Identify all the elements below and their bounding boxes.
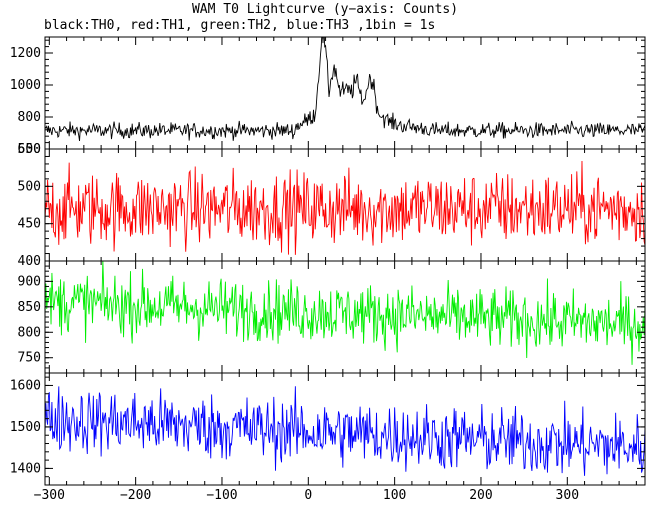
series-th2: [45, 261, 645, 365]
chart-title: WAM T0 Lightcurve (y−axis: Counts): [191, 2, 459, 17]
y-tick-label: 800: [18, 110, 41, 125]
chart-subtitle: black:TH0, red:TH1, green:TH2, blue:TH3 …: [44, 18, 436, 33]
y-tick-label: 450: [18, 217, 41, 232]
y-tick-label: 550: [18, 142, 41, 157]
y-tick-label: 500: [18, 179, 41, 194]
y-tick-label: 900: [18, 274, 41, 289]
series-th0: [45, 37, 645, 142]
y-tick-label: 400: [18, 254, 41, 269]
x-tick-label: −300: [34, 488, 65, 503]
y-tick-label: 850: [18, 300, 41, 315]
panel-frame-th2: [44, 260, 646, 374]
x-tick-label: −100: [206, 488, 237, 503]
panel-frame-th3: [44, 372, 646, 486]
x-tick-label: 300: [556, 488, 579, 503]
y-tick-label: 800: [18, 325, 41, 340]
x-tick-label: −200: [120, 488, 151, 503]
x-tick-label: 200: [469, 488, 492, 503]
x-tick-label: 0: [304, 488, 312, 503]
y-tick-label: 1000: [10, 78, 41, 93]
y-tick-label: 600: [18, 142, 41, 157]
y-tick-label: 750: [18, 351, 41, 366]
y-tick-label: 1600: [10, 378, 41, 393]
series-th3: [45, 386, 645, 476]
y-tick-label: 1500: [10, 420, 41, 435]
series-th1: [45, 160, 645, 255]
y-tick-label: 1400: [10, 461, 41, 476]
y-tick-label: 1200: [10, 46, 41, 61]
x-tick-label: 100: [383, 488, 406, 503]
